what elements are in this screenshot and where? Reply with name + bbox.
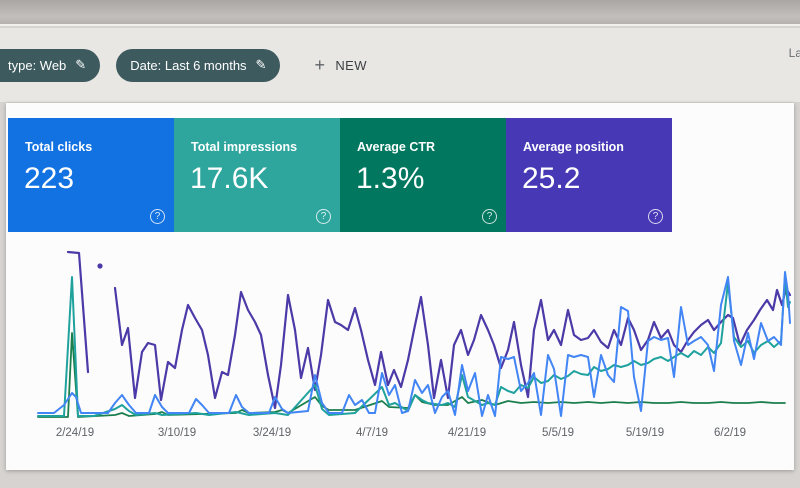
average-ctr-tile[interactable]: Average CTR 1.3% ? [340,118,506,232]
screen-top-bezel [0,0,800,26]
x-axis-labels: 2/24/19 3/10/19 3/24/19 4/7/19 4/21/19 5/5/19… [34,427,790,443]
tile-value: 1.3% [356,162,425,195]
cropped-last-updated-text: La [788,46,800,60]
search-type-filter-chip[interactable]: type: Web ✎ [0,48,101,82]
edit-icon[interactable]: ✎ [255,56,267,72]
tile-value: 223 [24,162,75,195]
chart-isolated-point [97,263,103,269]
tile-label: Total impressions [191,140,298,154]
average-position-tile[interactable]: Average position 25.2 ? [506,118,672,232]
x-axis-tick-label: 5/19/19 [625,427,665,439]
chart-line-average-position [66,250,90,374]
help-icon[interactable]: ? [316,209,331,224]
performance-chart-svg [37,250,792,418]
tile-value: 25.2 [522,162,581,195]
tile-label: Average position [523,140,624,154]
date-filter-label: Date: Last 6 months [130,57,247,73]
tile-value: 17.6K [190,162,269,195]
total-impressions-tile[interactable]: Total impressions 17.6K ? [174,118,340,232]
x-axis-tick-label: 5/5/19 [542,427,574,439]
tile-label: Total clicks [25,140,93,154]
x-axis-tick-label: 3/24/19 [252,427,292,439]
performance-card: Total clicks 223 ? Total impressions 17.… [6,103,794,470]
x-axis-tick-label: 6/2/19 [714,427,746,439]
help-icon[interactable]: ? [150,209,165,224]
help-icon[interactable]: ? [648,209,663,224]
chart-line-total-impressions [37,276,791,417]
filter-bar: type: Web ✎ Date: Last 6 months ✎ + NEW [0,28,800,102]
tile-label: Average CTR [357,140,436,154]
plus-icon: + [314,54,326,75]
date-filter-chip[interactable]: Date: Last 6 months ✎ [116,48,281,82]
metric-tiles-row: Total clicks 223 ? Total impressions 17.… [8,118,672,232]
chart-line-total-clicks [37,271,791,417]
x-axis-tick-label: 3/10/19 [157,427,197,439]
x-axis-tick-label: 4/21/19 [447,427,487,439]
edit-icon[interactable]: ✎ [75,56,87,72]
chart-line-average-position [113,286,792,410]
x-axis-tick-label: 4/7/19 [356,427,388,439]
new-filter-button-label: NEW [335,57,367,73]
search-type-filter-label: type: Web [8,57,67,73]
help-icon[interactable]: ? [482,209,497,224]
total-clicks-tile[interactable]: Total clicks 223 ? [8,118,174,232]
x-axis-tick-label: 2/24/19 [55,427,95,439]
performance-chart[interactable] [34,245,792,420]
new-filter-button[interactable]: + NEW [306,49,374,82]
